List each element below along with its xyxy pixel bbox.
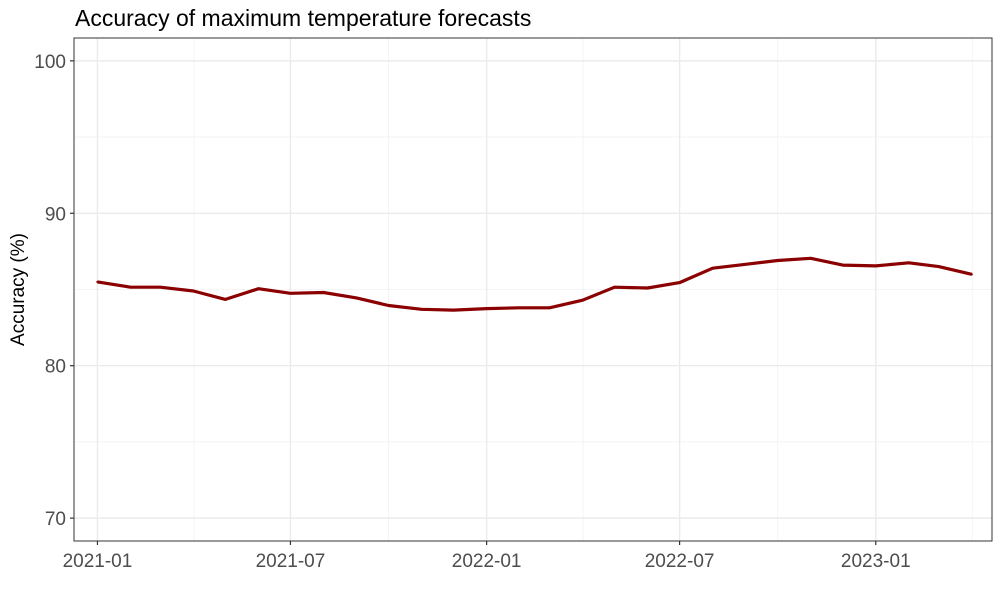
- x-tick-label: 2021-07: [256, 551, 326, 572]
- y-axis-label: Accuracy (%): [8, 233, 29, 346]
- x-axis: 2021-01 2021-07 2022-01 2022-07 2023-01: [63, 541, 911, 572]
- data-point: [355, 296, 358, 300]
- data-point: [937, 265, 940, 268]
- data-point: [841, 263, 844, 267]
- data-point: [970, 273, 973, 276]
- data-point: [485, 307, 488, 310]
- data-point: [289, 292, 292, 295]
- x-tick-label: 2022-07: [645, 551, 715, 572]
- series-layer: [96, 256, 973, 312]
- data-point: [646, 286, 649, 290]
- plot-panel-border: [73, 37, 993, 542]
- data-point: [874, 264, 877, 268]
- data-point: [129, 286, 132, 289]
- data-point: [548, 306, 551, 309]
- y-axis: 70 80 90 100: [34, 52, 74, 530]
- data-point: [420, 308, 423, 311]
- data-point: [518, 306, 521, 309]
- data-point: [744, 263, 747, 266]
- x-tick-label: 2023-01: [841, 551, 911, 572]
- major-gridlines: [74, 38, 992, 541]
- data-point: [224, 298, 227, 301]
- data-point: [257, 287, 260, 290]
- data-point: [159, 286, 162, 289]
- y-tick-label: 70: [45, 509, 66, 530]
- y-tick-label: 80: [45, 357, 66, 378]
- y-tick-label: 100: [34, 52, 66, 73]
- data-point: [581, 299, 584, 302]
- series-line: [97, 256, 973, 312]
- data-point: [387, 304, 390, 307]
- data-point: [613, 286, 616, 289]
- y-tick-label: 90: [45, 204, 66, 225]
- data-point: [678, 281, 681, 284]
- x-tick-label: 2022-01: [452, 551, 522, 572]
- data-point: [776, 259, 779, 262]
- data-point: [711, 267, 714, 270]
- data-point: [809, 257, 812, 260]
- data-point: [192, 289, 195, 293]
- data-point: [322, 291, 325, 294]
- minor-gridlines: [74, 38, 992, 541]
- data-point: [96, 280, 99, 284]
- data-point: [452, 308, 455, 312]
- x-tick-label: 2021-01: [63, 551, 133, 572]
- data-point: [907, 261, 910, 264]
- chart-title: Accuracy of maximum temperature forecast…: [75, 5, 531, 31]
